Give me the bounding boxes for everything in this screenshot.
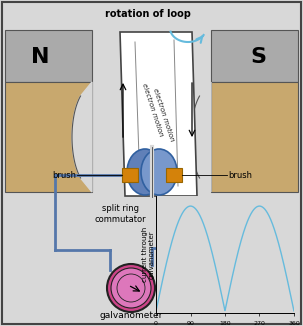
Polygon shape	[72, 82, 92, 192]
Polygon shape	[120, 32, 197, 196]
Text: electron motion: electron motion	[141, 82, 163, 137]
Circle shape	[117, 274, 145, 302]
Circle shape	[111, 268, 151, 308]
Text: N: N	[31, 47, 49, 67]
Text: split ring
commutator: split ring commutator	[94, 204, 146, 224]
Bar	[211, 30, 298, 82]
Ellipse shape	[141, 149, 177, 195]
Polygon shape	[191, 82, 211, 192]
Ellipse shape	[127, 149, 163, 195]
Bar	[5, 82, 92, 192]
Text: brush: brush	[228, 170, 252, 180]
Bar	[5, 30, 92, 82]
Bar	[166, 168, 182, 182]
Text: galvanometer: galvanometer	[99, 312, 163, 320]
Bar	[211, 82, 298, 192]
Y-axis label: current through
galvanometer: current through galvanometer	[142, 227, 155, 282]
Text: brush: brush	[52, 170, 76, 180]
Text: electron motion: electron motion	[152, 88, 175, 142]
Text: S: S	[250, 47, 266, 67]
Bar	[122, 168, 138, 182]
Text: rotation of loop: rotation of loop	[105, 9, 191, 19]
Circle shape	[107, 264, 155, 312]
